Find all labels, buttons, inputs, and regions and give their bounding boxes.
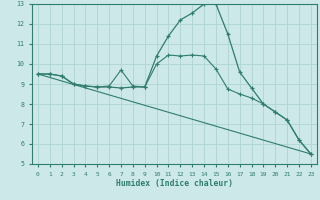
X-axis label: Humidex (Indice chaleur): Humidex (Indice chaleur) bbox=[116, 179, 233, 188]
